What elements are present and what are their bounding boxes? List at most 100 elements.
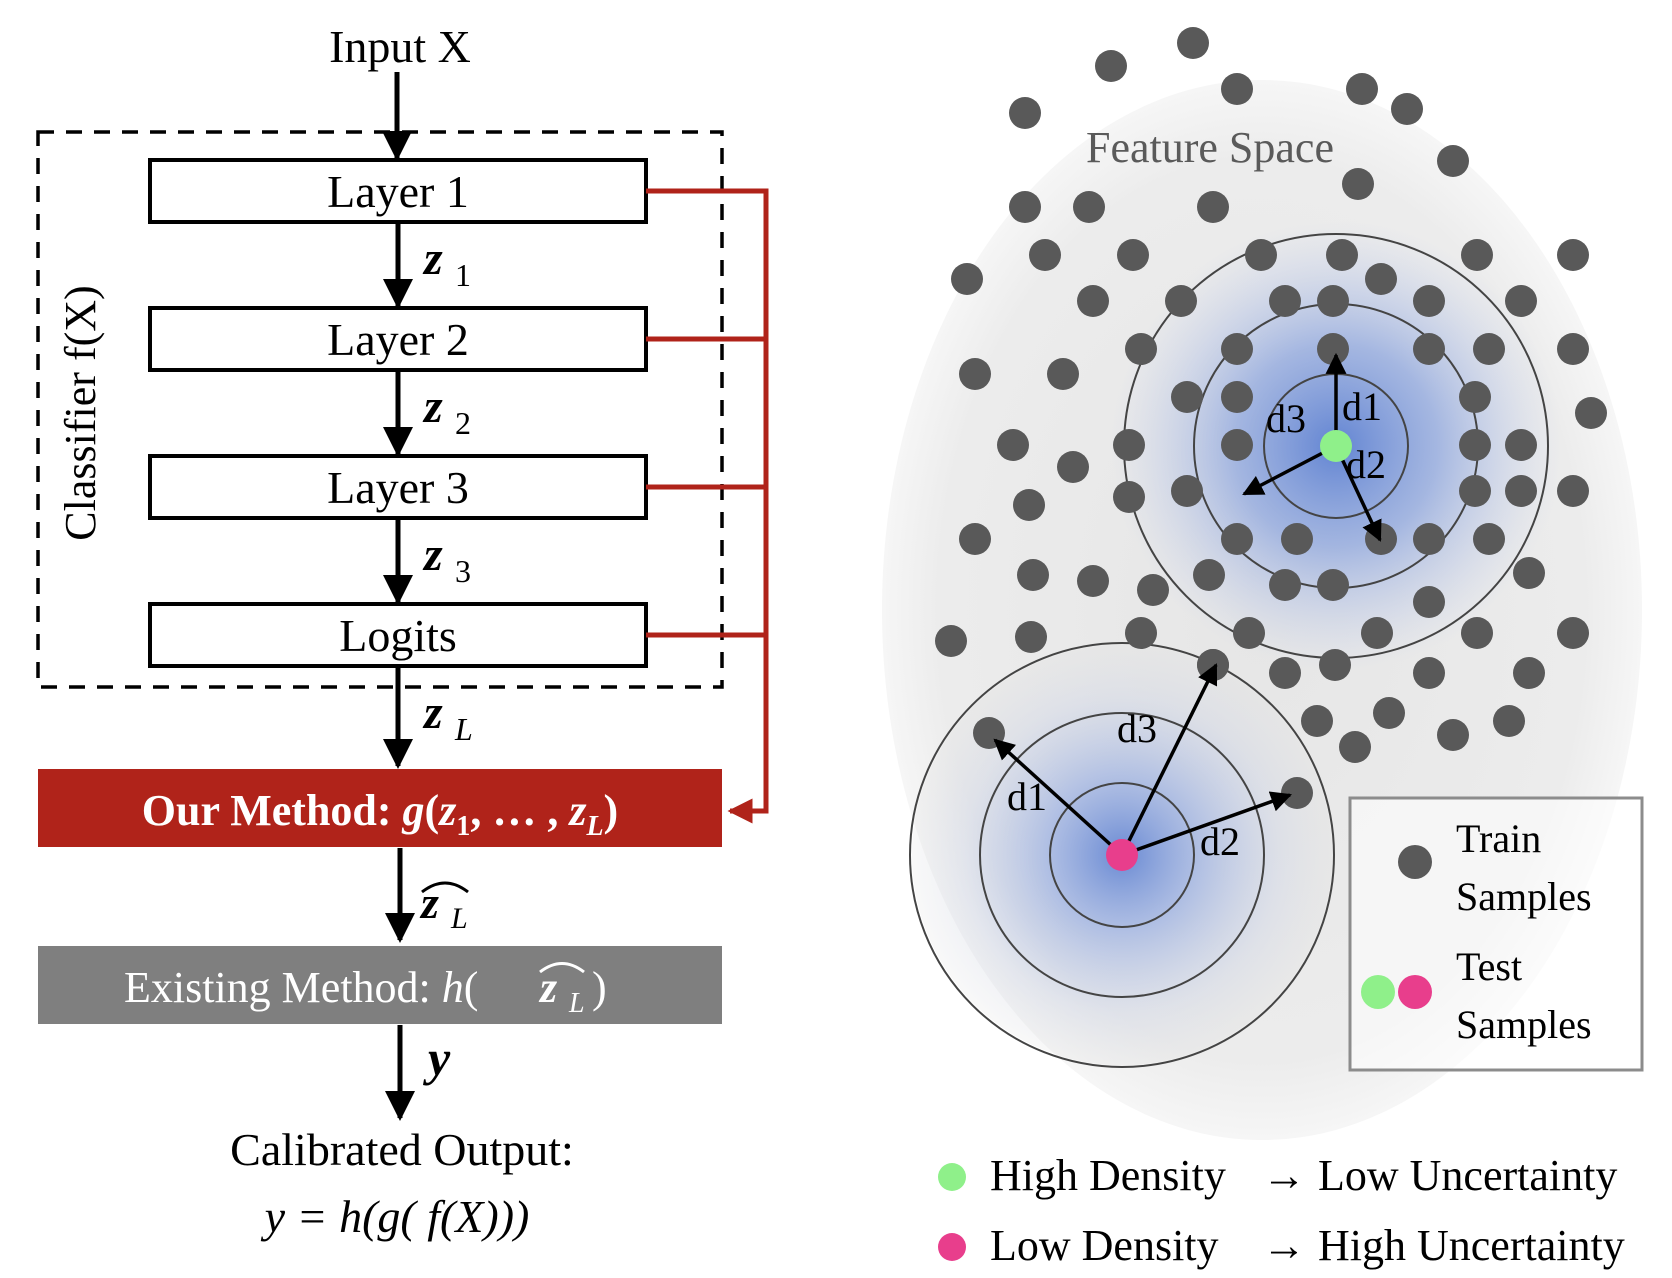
green-dot-icon [1361, 975, 1395, 1009]
footer-green-dot-icon [938, 1163, 966, 1191]
low-density-labels: d1 d2 d3 [1007, 706, 1240, 864]
train-sample-dot [1077, 565, 1109, 597]
train-sample-dot [1413, 333, 1445, 365]
footer-arrow-1: → [1262, 1151, 1306, 1200]
high-d1-label: d1 [1342, 384, 1382, 429]
train-sample-dot [935, 625, 967, 657]
train-sample-dot [1193, 559, 1225, 591]
train-sample-dot [959, 523, 991, 555]
train-sample-dot [1171, 381, 1203, 413]
train-sample-dot [1197, 191, 1229, 223]
train-sample-dot [1391, 93, 1423, 125]
classifier-label: Classifier f(X) [56, 285, 105, 540]
z-sub-2: 2 [455, 405, 471, 441]
train-sample-dot [1221, 73, 1253, 105]
z-label-1: z [422, 232, 443, 285]
train-sample-dot [1281, 777, 1313, 809]
train-sample-dot [1221, 523, 1253, 555]
train-sample-dot [1505, 285, 1537, 317]
low-d3-label: d3 [1117, 706, 1157, 751]
zhat-label: z L [419, 877, 469, 935]
z-sub-4: L [454, 711, 473, 747]
train-sample-dot [1557, 333, 1589, 365]
legend-train-label: Train Samples [1456, 816, 1592, 919]
train-sample-dot [1557, 617, 1589, 649]
footer-low-uncertainty: Low Uncertainty [1318, 1151, 1617, 1200]
train-sample-dot [1047, 358, 1079, 390]
svg-text:L: L [450, 902, 468, 935]
train-sample-dot [1269, 657, 1301, 689]
train-sample-dot [1221, 333, 1253, 365]
train-sample-dot [1137, 574, 1169, 606]
low-density-distances [993, 663, 1292, 857]
our-method-label: Our Method: g(z1, … , zL) [142, 786, 618, 842]
footer-pink-dot-icon [938, 1233, 966, 1261]
train-sample-dot [1077, 285, 1109, 317]
train-sample-dot [1326, 239, 1358, 271]
train-sample-dot [1365, 263, 1397, 295]
layer-label-3: Layer 3 [327, 462, 469, 513]
train-sample-dot [1413, 285, 1445, 317]
train-sample-dot [951, 263, 983, 295]
train-sample-dot [1413, 523, 1445, 555]
feature-space-title: Feature Space [1086, 123, 1334, 172]
train-sample-dot [1269, 285, 1301, 317]
layer-label-4: Logits [339, 610, 457, 661]
train-sample-dot [1373, 697, 1405, 729]
train-sample-dot [1319, 649, 1351, 681]
train-sample-dot [1557, 239, 1589, 271]
hat-mark [421, 881, 469, 894]
high-d2-label: d2 [1346, 442, 1386, 487]
train-sample-dot [1197, 649, 1229, 681]
red-connectors [646, 188, 769, 824]
svg-text:L: L [568, 988, 585, 1019]
output-title: Calibrated Output: [230, 1124, 574, 1175]
train-samples [935, 27, 1607, 809]
layer-label-2: Layer 2 [327, 314, 469, 365]
train-sample-dot [1437, 719, 1469, 751]
train-sample-dot [1165, 285, 1197, 317]
layer-label-1: Layer 1 [327, 166, 469, 217]
train-sample-dot [1221, 429, 1253, 461]
train-sample-dot [1459, 475, 1491, 507]
train-sample-dot [1015, 621, 1047, 653]
feature-space-panel: Feature Space d1 d2 d3 [882, 27, 1644, 1270]
train-sample-dot [1233, 617, 1265, 649]
low-density-ring-middle [979, 712, 1265, 998]
legend: Train Samples Test Samples [1348, 796, 1644, 1072]
svg-text:z: z [419, 877, 439, 928]
train-sample-dot [1177, 27, 1209, 59]
y-label: y [423, 1030, 451, 1086]
high-d3-label: d3 [1266, 396, 1306, 441]
train-sample-dot [1437, 145, 1469, 177]
low-d1-label: d1 [1007, 774, 1047, 819]
train-sample-dot [1171, 475, 1203, 507]
train-sample-dot [1473, 333, 1505, 365]
footer-legend: High Density → Low Uncertainty Low Densi… [938, 1151, 1625, 1270]
train-sample-dot [1339, 731, 1371, 763]
train-sample-dot [1009, 191, 1041, 223]
classifier-box [36, 130, 724, 689]
z-label-3: z [422, 528, 443, 581]
legend-test-label: Test Samples [1456, 944, 1592, 1047]
low-d3-arrow [1120, 663, 1218, 856]
train-sample-dot [1505, 429, 1537, 461]
train-sample-dot [1513, 557, 1545, 589]
train-sample-dot [1505, 475, 1537, 507]
train-sample-dot [1413, 586, 1445, 618]
low-d1-arrow [993, 738, 1124, 857]
high-d2-arrow [1334, 445, 1382, 542]
train-sample-dot [1557, 475, 1589, 507]
train-sample-dot [1125, 617, 1157, 649]
train-sample-dot [1342, 168, 1374, 200]
low-d2-label: d2 [1200, 819, 1240, 864]
train-sample-dot [959, 358, 991, 390]
footer-high-density: High Density [990, 1151, 1226, 1200]
train-sample-dot [1301, 705, 1333, 737]
train-sample-dot [1113, 429, 1145, 461]
gray-dot-icon [1398, 845, 1432, 879]
z-sub-1: 1 [455, 257, 471, 293]
hat-mark-existing [539, 962, 585, 974]
train-sample-dot [1361, 617, 1393, 649]
